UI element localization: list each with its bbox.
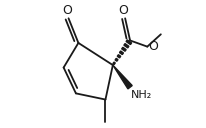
- Polygon shape: [113, 62, 115, 65]
- Polygon shape: [122, 47, 126, 51]
- Polygon shape: [124, 44, 129, 48]
- Polygon shape: [113, 65, 132, 89]
- Text: O: O: [148, 40, 158, 53]
- Polygon shape: [115, 58, 118, 61]
- Text: NH₂: NH₂: [131, 90, 153, 100]
- Text: O: O: [118, 4, 128, 17]
- Polygon shape: [126, 40, 132, 45]
- Polygon shape: [117, 55, 121, 58]
- Polygon shape: [119, 51, 123, 55]
- Text: O: O: [62, 4, 72, 17]
